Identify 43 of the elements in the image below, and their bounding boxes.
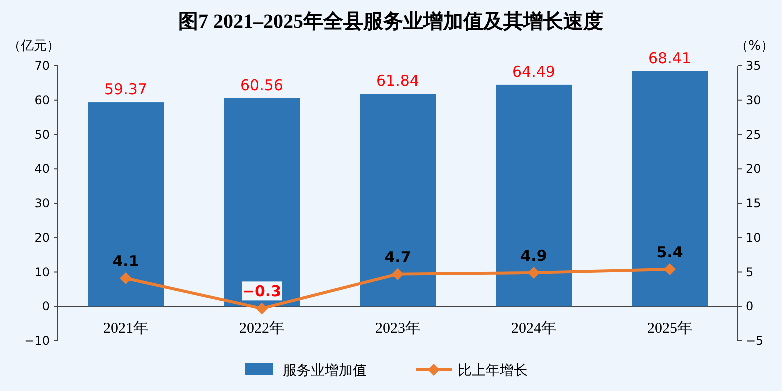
y-tick-label: 60 [34, 93, 50, 108]
data-label: 4.9 [520, 246, 548, 265]
x-tick-label: 2023年 [376, 320, 420, 337]
y-tick-label: 50 [34, 128, 50, 142]
y-tick-label: 20 [34, 230, 50, 245]
data-label: 4.1 [112, 252, 140, 270]
point [528, 266, 540, 279]
y2-tick-label: 35 [746, 59, 762, 73]
point [664, 264, 676, 276]
y-tick-label: 40 [34, 162, 50, 176]
data-label: 61.84 [376, 72, 420, 90]
x-tick-label: 2024年 [512, 320, 556, 337]
chart-title: 图7 2021–2025年全县服务业增加值及其增长速度 [178, 10, 604, 33]
y-axis-title: （亿元） [8, 39, 60, 54]
point [120, 272, 132, 284]
y2-tick-label: 20 [746, 162, 762, 176]
y2-axis-title: （%） [736, 39, 774, 54]
y-tick-label: 0 [42, 300, 50, 314]
data-label: 59.37 [104, 80, 148, 99]
data-label: 5.4 [656, 244, 684, 262]
legend-label: 比上年增长 [458, 363, 528, 379]
y2-tick-label: 30 [746, 93, 762, 108]
x-tick-label: 2025年 [648, 320, 692, 337]
y2-tick-label: 25 [746, 128, 762, 142]
y-tick-label: 30 [34, 196, 50, 210]
y-tick-label: 70 [34, 59, 50, 73]
y2-tick-label: 10 [746, 230, 762, 245]
data-label: 4.7 [384, 248, 412, 266]
data-label: 68.41 [648, 49, 692, 68]
x-tick-label: 2022年 [240, 320, 284, 337]
point [256, 302, 268, 315]
data-label: 64.49 [512, 62, 556, 81]
x-tick-label: 2021年 [104, 320, 148, 337]
data-label: −0.3 [242, 282, 282, 301]
data-label: 60.56 [240, 76, 284, 94]
y2-tick-label: −5 [746, 334, 764, 348]
legend-label: 服务业增加值 [283, 363, 367, 379]
y2-tick-label: 0 [746, 300, 754, 314]
point [392, 268, 404, 280]
y2-tick-label: 5 [746, 265, 754, 280]
y-tick-label: −10 [24, 334, 50, 348]
y-tick-label: 10 [34, 265, 50, 280]
y2-tick-label: 15 [746, 196, 762, 210]
